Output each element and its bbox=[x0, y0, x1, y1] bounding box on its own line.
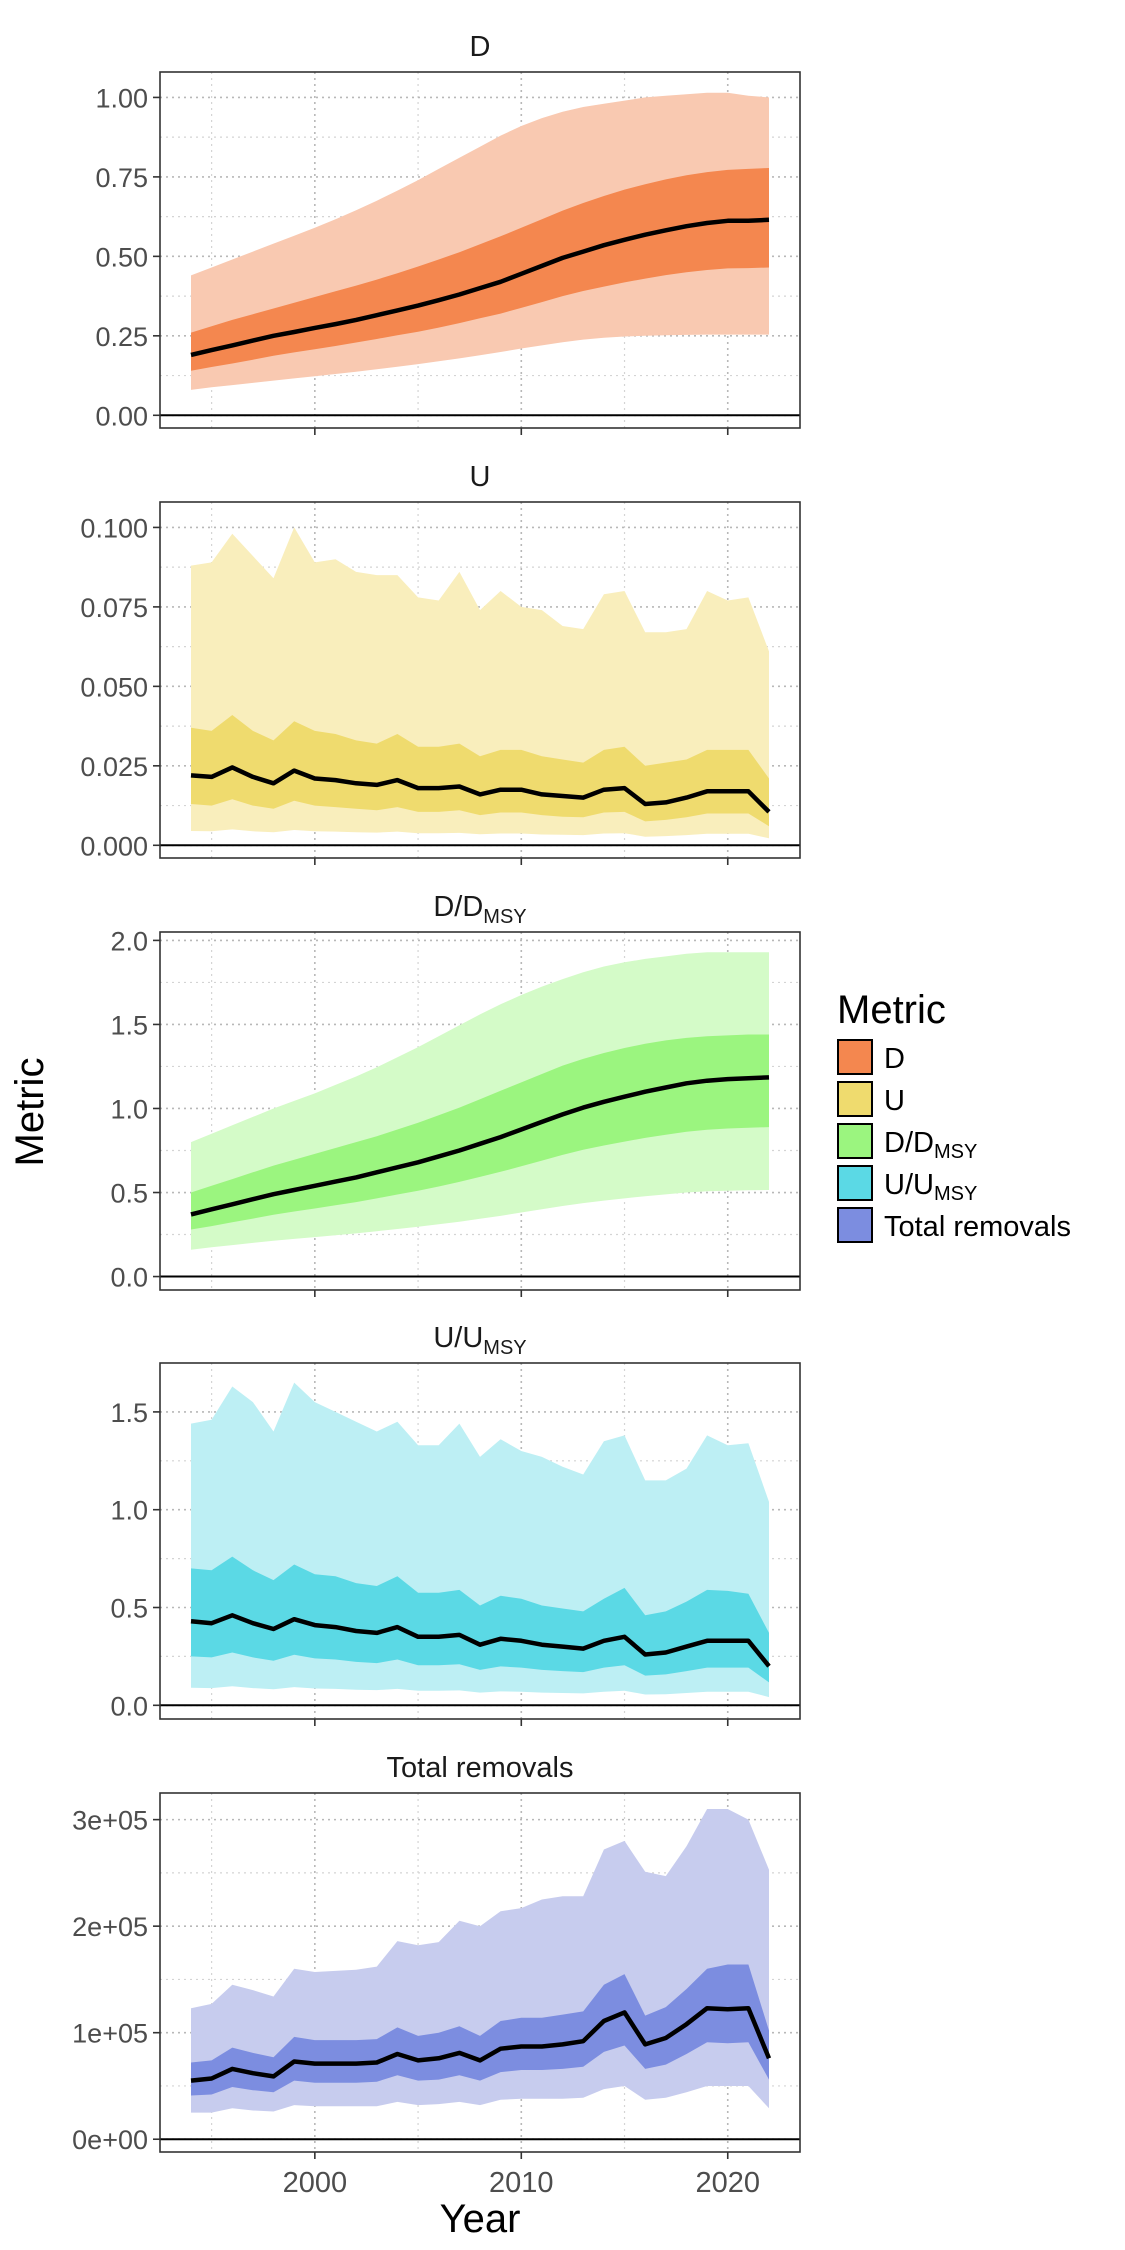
legend-label-subscript: MSY bbox=[934, 1141, 977, 1163]
y-tick-label: 1.0 bbox=[110, 1094, 148, 1124]
panel-border bbox=[159, 71, 801, 429]
legend-swatch bbox=[837, 1123, 873, 1159]
legend-title: Metric bbox=[837, 988, 946, 1032]
legend-label: U bbox=[884, 1085, 905, 1117]
legend-label: U/UMSY bbox=[884, 1169, 977, 1205]
inner-interval-band bbox=[191, 715, 769, 827]
y-tick-label: 2.0 bbox=[110, 926, 148, 956]
panel-title: Total removals bbox=[387, 1752, 574, 1784]
legend-swatch bbox=[837, 1165, 873, 1201]
y-tick-label: 0.75 bbox=[95, 163, 148, 193]
panel-title-main: U/U bbox=[433, 1322, 483, 1354]
legend-label-main: D bbox=[884, 1043, 905, 1075]
y-tick-label: 1.5 bbox=[110, 1010, 148, 1040]
y-tick-label: 0.25 bbox=[95, 322, 148, 352]
panel-border bbox=[159, 1792, 801, 2153]
legend-entry: Total removals bbox=[837, 1207, 1071, 1243]
y-tick-label: 3e+05 bbox=[72, 1806, 148, 1836]
legend-swatch bbox=[837, 1207, 873, 1243]
legend-entry: D/DMSY bbox=[837, 1123, 977, 1163]
panel-5: Total removals 0e+00 1e+05 2e+05 3e+05 bbox=[72, 1752, 801, 2159]
legend-label-main: Total removals bbox=[884, 1211, 1071, 1243]
legend-label-subscript: MSY bbox=[934, 1183, 977, 1205]
y-tick-label: 1.5 bbox=[110, 1398, 148, 1428]
legend-entry: U/UMSY bbox=[837, 1165, 977, 1205]
panel-2: U 0.000 0.025 0.050 0.075 0.100 bbox=[80, 461, 801, 865]
y-tick-label: 1e+05 bbox=[72, 2019, 148, 2049]
y-tick-label: 0.00 bbox=[95, 401, 148, 431]
inner-interval-band bbox=[191, 168, 769, 371]
panel-border bbox=[159, 1362, 801, 1720]
panel-4: U/UMSY 0.0 0.5 1.0 1.5 bbox=[110, 1322, 801, 1726]
panel-3: D/DMSY 0.0 0.5 1.0 1.5 2.0 bbox=[110, 891, 801, 1297]
y-tick-label: 2e+05 bbox=[72, 1912, 148, 1942]
x-tick-label: 2020 bbox=[695, 2167, 760, 2199]
panel-title-main: D/D bbox=[433, 891, 483, 923]
median-line bbox=[190, 765, 771, 814]
panel-1: D 0.00 0.25 0.50 0.75 1.00 bbox=[95, 31, 801, 435]
panel-title-main: U bbox=[470, 461, 491, 493]
panel-title-subscript: MSY bbox=[483, 1337, 526, 1359]
legend-label-main: U/U bbox=[884, 1169, 934, 1201]
y-tick-label: 0.050 bbox=[80, 672, 148, 702]
panel-border bbox=[159, 501, 801, 859]
legend-entry: D bbox=[837, 1039, 905, 1075]
y-tick-label: 0.0 bbox=[110, 1691, 148, 1721]
median-line bbox=[190, 1613, 771, 1668]
panel-title: D bbox=[470, 31, 491, 63]
y-tick-label: 0.025 bbox=[80, 752, 148, 782]
y-tick-label: 0.50 bbox=[95, 242, 148, 272]
y-tick-label: 0e+00 bbox=[72, 2125, 148, 2155]
median-line bbox=[190, 2005, 772, 2083]
y-tick-label: 1.0 bbox=[110, 1496, 148, 1526]
legend-label: Total removals bbox=[884, 1211, 1071, 1243]
legend-label-main: U bbox=[884, 1085, 905, 1117]
legend-entry: U bbox=[837, 1081, 905, 1117]
panel-title-main: D bbox=[470, 31, 491, 63]
x-axis-title: Year bbox=[440, 2197, 521, 2241]
legend-label: D/DMSY bbox=[884, 1127, 977, 1163]
y-tick-label: 0.5 bbox=[110, 1594, 148, 1624]
y-tick-label: 0.000 bbox=[80, 831, 148, 861]
legend-label: D bbox=[884, 1043, 905, 1075]
median-line bbox=[190, 217, 770, 358]
y-axis-title: Metric bbox=[8, 1058, 52, 1167]
inner-interval-band bbox=[191, 1556, 769, 1683]
median-line bbox=[190, 1075, 770, 1217]
x-tick-label: 2010 bbox=[489, 2167, 554, 2199]
panel-title-subscript: MSY bbox=[483, 906, 526, 928]
y-tick-label: 0.5 bbox=[110, 1179, 148, 1209]
y-tick-label: 1.00 bbox=[95, 83, 148, 113]
panel-title-main: Total removals bbox=[387, 1752, 574, 1784]
panel-title: U/UMSY bbox=[433, 1322, 526, 1359]
panel-title: D/DMSY bbox=[433, 891, 526, 928]
panel-border bbox=[159, 931, 801, 1291]
y-tick-label: 0.100 bbox=[80, 513, 148, 543]
legend-swatch bbox=[837, 1039, 873, 1075]
y-tick-label: 0.075 bbox=[80, 593, 148, 623]
y-tick-label: 0.0 bbox=[110, 1263, 148, 1293]
legend-swatch bbox=[837, 1081, 873, 1117]
panel-title: U bbox=[470, 461, 491, 493]
legend-label-main: D/D bbox=[884, 1127, 934, 1159]
x-tick-label: 2000 bbox=[283, 2167, 348, 2199]
